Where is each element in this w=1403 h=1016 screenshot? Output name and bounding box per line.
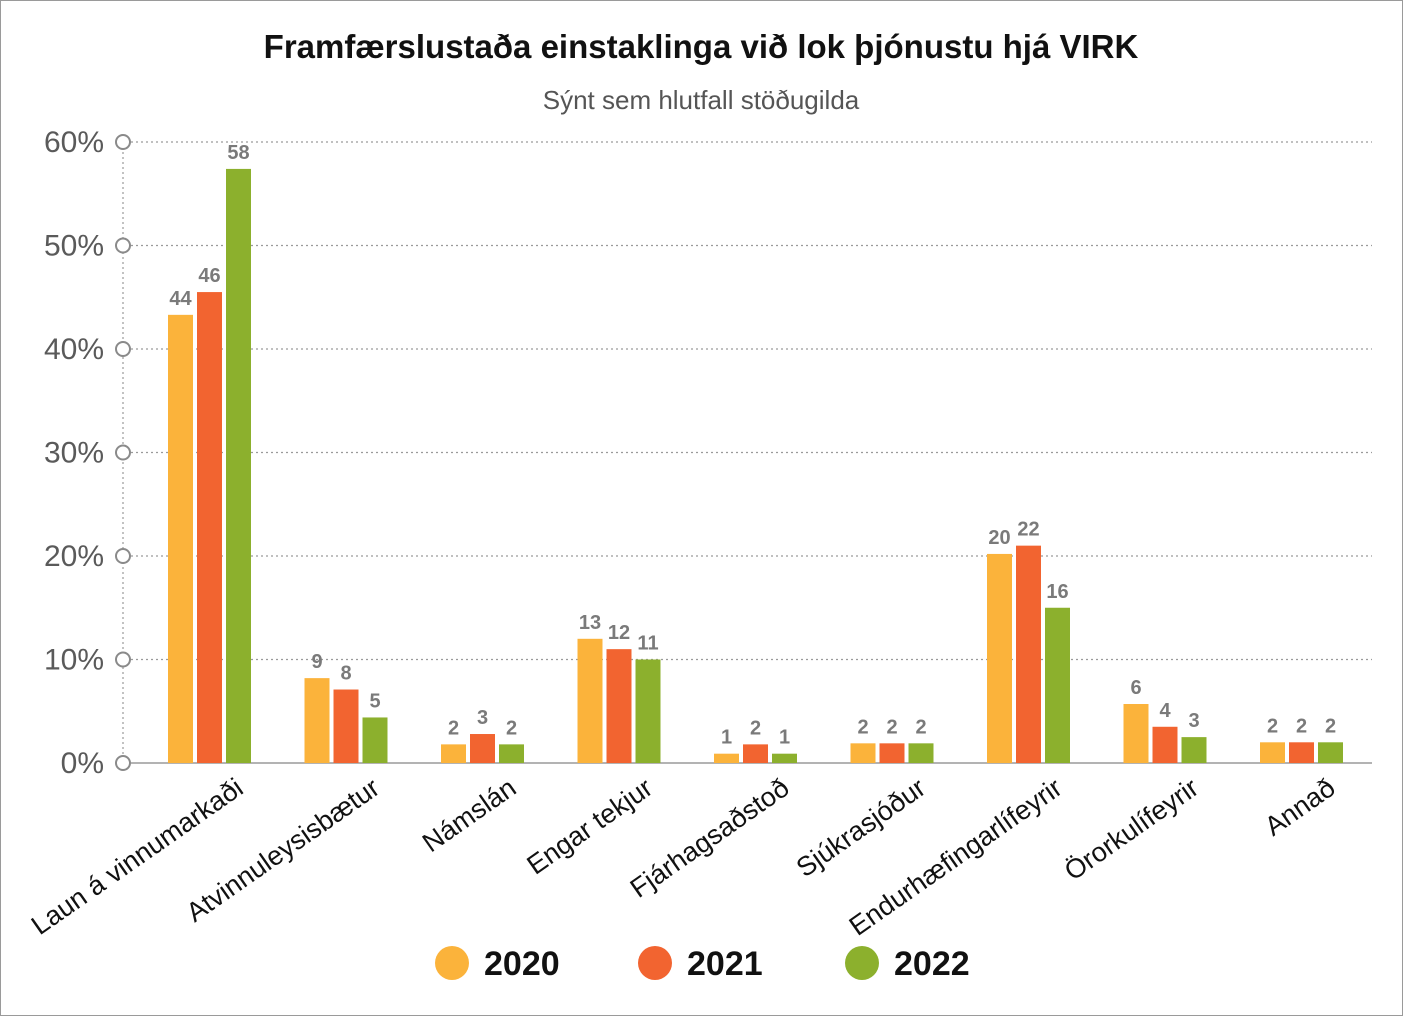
ytick-marker: [115, 134, 131, 150]
bar: [1152, 726, 1178, 763]
bar: [304, 678, 330, 763]
legend-label-2022: 2022: [894, 945, 970, 983]
data-label: 46: [198, 265, 220, 287]
ytick-marker: [115, 444, 131, 461]
bar: [908, 743, 934, 763]
data-label: 22: [1017, 519, 1039, 541]
y-axis: 0% 10% 20% 30% 40% 50% 60%: [44, 126, 131, 780]
ytick-label: 30%: [44, 437, 104, 470]
bar: [470, 734, 495, 763]
data-label: 6: [1130, 677, 1141, 699]
ytick-marker: [115, 651, 131, 668]
xtick-label: Annað: [1259, 772, 1340, 841]
data-label: 13: [579, 612, 601, 634]
bar: [226, 168, 251, 763]
data-label: 2: [1325, 715, 1336, 737]
bar: [772, 753, 797, 763]
data-label: 2: [886, 716, 897, 738]
data-label: 3: [477, 707, 488, 729]
bar: [1045, 607, 1070, 763]
grid-lines: [122, 141, 1372, 764]
data-label: 9: [311, 651, 322, 673]
bar: [743, 744, 768, 763]
bars: [168, 168, 1343, 763]
data-label: 2: [915, 716, 926, 738]
data-label: 16: [1046, 581, 1068, 603]
data-label: 4: [1159, 700, 1171, 722]
data-label: 2: [506, 717, 517, 739]
data-label: 58: [227, 142, 249, 164]
data-label: 1: [721, 727, 732, 749]
bar: [714, 753, 739, 763]
chart-title: Framfærslustaða einstaklinga við lok þjó…: [264, 28, 1139, 65]
bar: [635, 659, 661, 763]
xtick-label: Sjúkrasjóður: [791, 772, 931, 883]
bar: [577, 638, 603, 763]
bar: [1181, 737, 1207, 763]
ytick-marker: [115, 237, 131, 254]
bar: [499, 744, 524, 763]
data-label: 3: [1188, 710, 1199, 732]
bar: [850, 743, 876, 763]
data-label: 5: [369, 690, 380, 712]
legend-label-2020: 2020: [484, 945, 560, 983]
data-label: 2: [448, 717, 459, 739]
bar: [197, 292, 222, 763]
bar: [333, 689, 359, 763]
legend-marker-2021: [638, 946, 672, 980]
ytick-marker: [115, 341, 131, 357]
data-label: 2: [857, 716, 868, 738]
data-label: 11: [637, 633, 658, 655]
ytick-label: 10%: [44, 644, 104, 677]
legend: 2020 2021 2022: [435, 945, 970, 983]
bar: [1318, 742, 1343, 763]
legend-marker-2022: [845, 946, 879, 980]
data-label: 12: [608, 622, 630, 644]
ytick-label: 60%: [44, 126, 104, 159]
chart-subtitle: Sýnt sem hlutfall stöðugilda: [543, 85, 860, 115]
bar: [362, 717, 388, 763]
data-label: 2: [750, 717, 761, 739]
bar: [1289, 742, 1314, 763]
data-label: 2: [1296, 715, 1307, 737]
bar: [987, 553, 1012, 763]
ytick-marker: [115, 755, 131, 771]
bar: [1260, 742, 1285, 763]
ytick-label: 50%: [44, 230, 104, 263]
bar: [168, 314, 193, 763]
xtick-label: Engar tekjur: [521, 772, 657, 880]
data-label: 2: [1267, 715, 1278, 737]
bar: [441, 744, 466, 763]
xtick-label: Námslán: [417, 772, 521, 858]
legend-marker-2020: [435, 946, 469, 980]
data-label: 44: [169, 288, 192, 310]
bar: [606, 649, 632, 763]
ytick-label: 0%: [61, 747, 104, 780]
data-label: 1: [779, 727, 790, 749]
ytick-marker: [115, 548, 131, 564]
data-label: 8: [340, 663, 351, 685]
ytick-label: 20%: [44, 540, 104, 573]
legend-label-2021: 2021: [687, 945, 763, 983]
bar: [879, 743, 905, 763]
bar: [1123, 704, 1149, 763]
xtick-label: Örorkulífeyrir: [1059, 772, 1204, 886]
ytick-label: 40%: [44, 333, 104, 366]
data-label: 20: [988, 527, 1010, 549]
bar: [1016, 545, 1041, 763]
